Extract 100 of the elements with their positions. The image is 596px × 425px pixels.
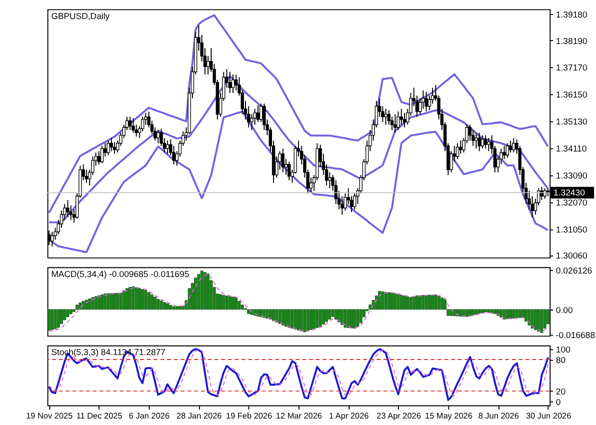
bar — [160, 300, 163, 310]
bar — [240, 304, 244, 310]
candlestick — [384, 108, 388, 126]
bar — [94, 296, 98, 310]
bar — [512, 309, 516, 318]
bar — [56, 309, 60, 328]
bar — [316, 309, 319, 328]
bar — [428, 294, 431, 310]
bar — [300, 309, 304, 332]
y-tick-label: 1.30060 — [556, 250, 588, 261]
candlestick — [231, 74, 235, 94]
bar — [528, 309, 531, 326]
y-tick-label: 1.32070 — [556, 198, 588, 208]
bar — [200, 270, 204, 310]
bar — [353, 309, 356, 329]
bar — [78, 302, 82, 310]
bar — [266, 309, 269, 319]
bar — [203, 272, 206, 310]
bar — [247, 309, 250, 314]
bar — [297, 309, 300, 330]
bar — [144, 290, 148, 310]
bar — [238, 300, 241, 310]
candlestick — [474, 132, 478, 150]
bar — [206, 274, 210, 310]
candlestick — [456, 142, 460, 160]
candlestick — [106, 140, 110, 156]
bar — [359, 309, 362, 324]
bar — [394, 293, 397, 310]
bar — [422, 295, 425, 310]
bar — [76, 304, 79, 310]
bar — [403, 296, 406, 310]
candlestick — [132, 118, 135, 134]
bar — [350, 309, 353, 328]
y-tick-label: 1.37170 — [556, 62, 588, 73]
bar — [312, 309, 316, 329]
y-tick-label: 1.36150 — [556, 90, 588, 100]
bar — [260, 309, 263, 318]
bar — [318, 309, 322, 327]
y-tick-label: 1.39180 — [556, 10, 588, 20]
bar — [344, 309, 347, 328]
candlestick — [506, 142, 509, 158]
bar — [303, 309, 306, 332]
bar — [487, 309, 490, 313]
bar — [434, 294, 438, 310]
bar — [54, 309, 57, 330]
bar — [346, 309, 350, 328]
bar — [63, 309, 66, 320]
bar — [480, 309, 484, 313]
candlestick — [512, 137, 516, 153]
bar — [66, 309, 70, 318]
candlestick — [281, 148, 284, 173]
bar — [126, 288, 128, 310]
candlestick — [206, 56, 210, 75]
line-series — [48, 14, 549, 214]
candlestick — [228, 71, 232, 94]
y-tick-label: 20 — [556, 386, 566, 396]
candlestick — [66, 200, 70, 218]
bar — [97, 295, 100, 310]
bar — [156, 299, 160, 310]
bar — [540, 309, 544, 333]
bar — [268, 309, 272, 320]
bar — [122, 290, 126, 310]
bar — [194, 278, 198, 310]
bar — [175, 306, 178, 310]
bar — [381, 292, 384, 310]
bar — [281, 309, 284, 326]
bar — [119, 292, 122, 310]
bar — [169, 304, 172, 310]
bar — [431, 294, 434, 310]
bar — [306, 309, 310, 332]
bar — [390, 292, 394, 310]
bar — [509, 309, 512, 319]
bar — [154, 296, 157, 310]
bar — [534, 309, 537, 330]
bar — [228, 296, 232, 310]
candlestick — [484, 134, 488, 150]
bar — [452, 309, 456, 316]
bar — [338, 309, 340, 322]
y-tick-label: 1.35130 — [556, 116, 588, 127]
bar — [378, 291, 381, 310]
bar — [412, 296, 416, 310]
bar — [310, 309, 312, 330]
bar — [322, 309, 325, 324]
bar — [416, 295, 418, 310]
chart-title: MACD(5,34,4) -0.009685 -0.011695 — [51, 268, 190, 279]
bar — [162, 302, 166, 310]
bar — [530, 309, 534, 329]
line-series — [48, 110, 549, 254]
bar — [424, 294, 428, 310]
line-series — [48, 75, 549, 224]
candlestick — [400, 108, 403, 126]
bar — [197, 274, 200, 310]
candlestick — [156, 130, 160, 144]
y-tick-label: 0.026126 — [556, 266, 592, 276]
bar — [409, 297, 412, 310]
bar — [440, 298, 444, 310]
bar — [132, 286, 135, 310]
y-tick-label: 1.33090 — [556, 170, 588, 181]
y-tick-label: -0.016688 — [556, 330, 596, 340]
bar — [546, 309, 550, 324]
